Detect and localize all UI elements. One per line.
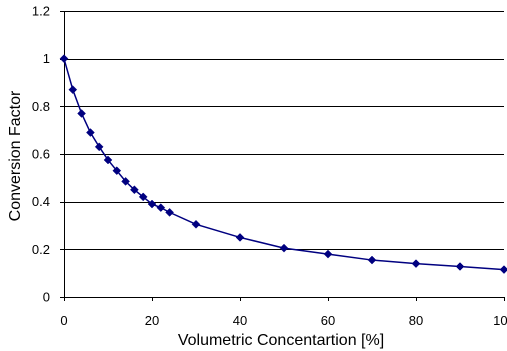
series-line — [63, 58, 505, 271]
data-point — [68, 85, 78, 95]
grid — [64, 11, 504, 250]
data-point — [279, 243, 289, 253]
data-point — [323, 249, 333, 259]
data-point — [191, 219, 201, 229]
data-point — [59, 54, 69, 64]
data-point — [455, 262, 465, 271]
data-point — [112, 166, 122, 176]
x-tick-label: 20 — [145, 313, 159, 328]
data-point — [130, 185, 139, 195]
data-point — [121, 177, 130, 186]
data-point — [156, 203, 166, 212]
x-tick-label: 80 — [409, 313, 423, 328]
y-tick-label: 1 — [43, 51, 50, 66]
x-axis-title: Volumetric Concentartion [%] — [178, 332, 384, 349]
series — [59, 54, 507, 274]
y-tick-label: 0 — [43, 290, 50, 305]
data-point — [411, 259, 421, 268]
y-axis-title: Conversion Factor — [7, 90, 24, 221]
data-point — [77, 109, 86, 118]
y-tick-label: 0.2 — [32, 242, 50, 257]
y-tick-label: 0.8 — [32, 99, 50, 114]
data-point — [138, 192, 148, 202]
data-point — [165, 208, 174, 217]
x-tick-label: 100 — [493, 313, 507, 328]
data-point — [86, 128, 95, 137]
x-tick-label: 60 — [321, 313, 335, 328]
x-tick-label: 0 — [60, 313, 67, 328]
x-tick-label: 40 — [233, 313, 247, 328]
data-point — [103, 155, 113, 165]
data-point — [147, 199, 157, 209]
y-tick-label: 1.2 — [32, 4, 50, 19]
tick-labels: 0 0.2 0.4 0.6 0.8 1 1.2 0 20 40 60 80 100 — [32, 4, 507, 329]
data-point — [499, 265, 507, 274]
data-point — [235, 233, 245, 242]
data-point — [367, 255, 377, 265]
data-point — [94, 142, 104, 152]
y-tick-label: 0.4 — [32, 194, 50, 209]
y-tick-label: 0.6 — [32, 147, 50, 162]
axes — [60, 11, 505, 301]
